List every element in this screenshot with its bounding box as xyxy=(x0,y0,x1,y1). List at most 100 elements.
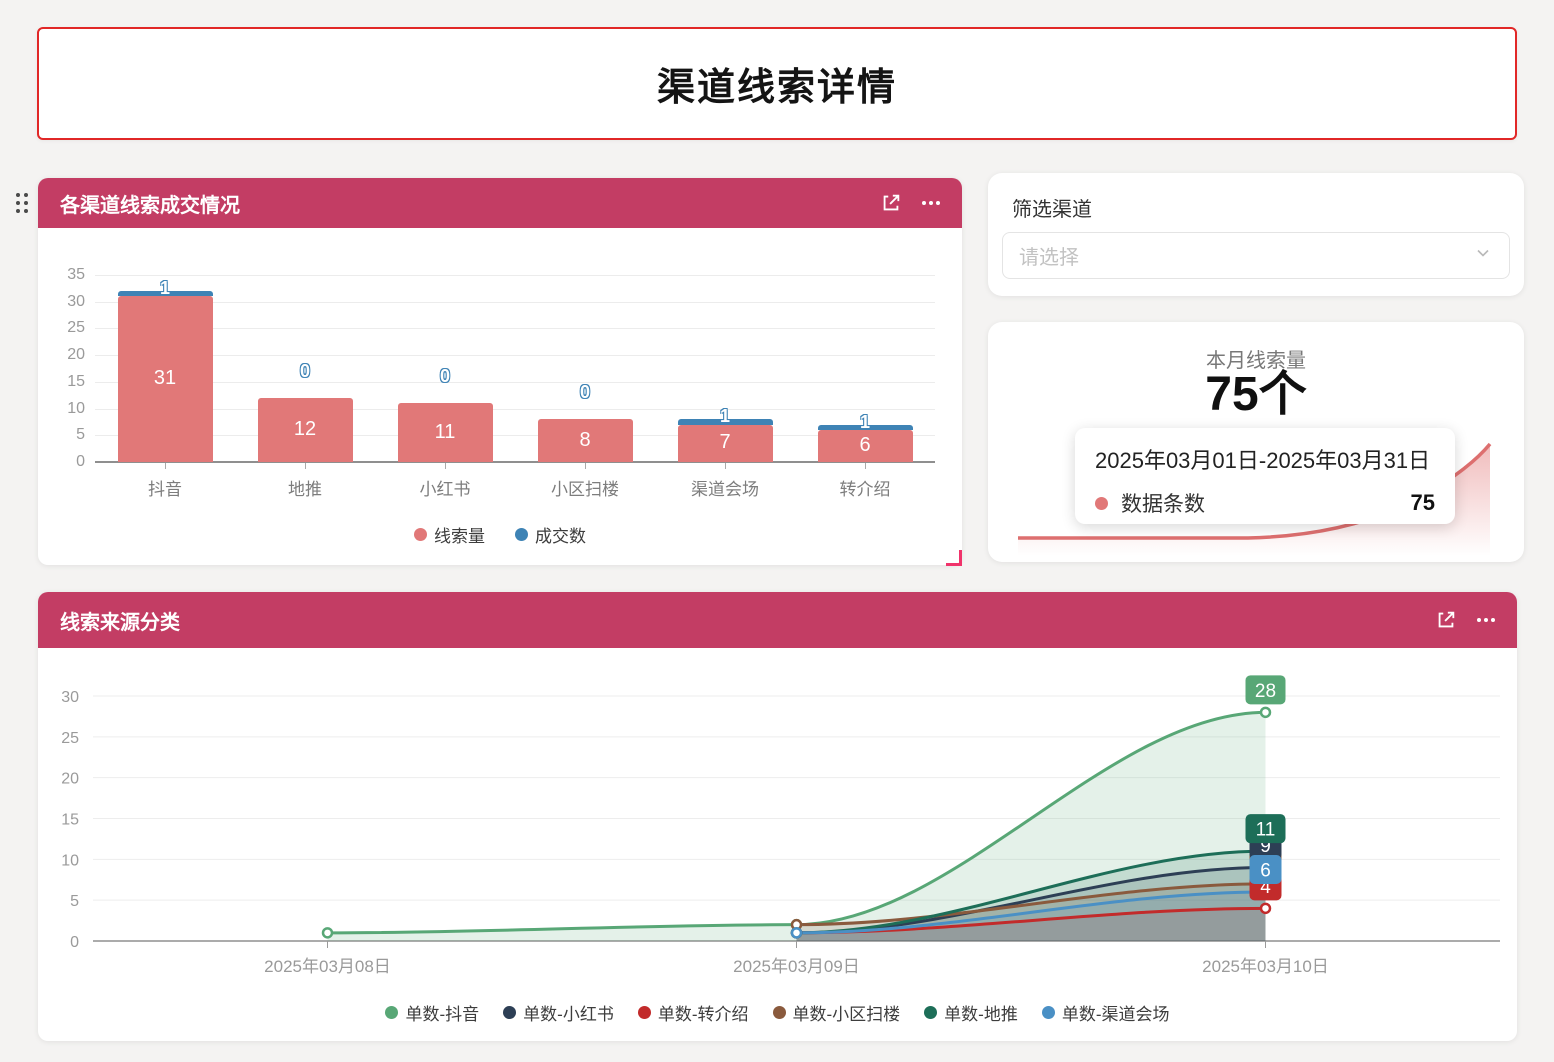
bar-segment-deal xyxy=(817,424,913,430)
sparkline-fill xyxy=(1018,444,1490,556)
resize-corner-icon[interactable] xyxy=(946,550,962,566)
filter-label: 筛选渠道 xyxy=(1012,199,1092,221)
end-value-label: 28 xyxy=(1255,681,1276,702)
end-value-badge-bg xyxy=(1249,855,1282,884)
open-in-new-icon[interactable] xyxy=(1435,609,1457,631)
x-axis-label: 抖音 xyxy=(148,480,182,499)
stat-card: 本月线索量 75个 2025年03月01日-2025年03月31日 数据条数 7… xyxy=(988,322,1524,562)
end-value-badge: 11 xyxy=(1245,814,1286,844)
more-icon[interactable] xyxy=(1477,614,1495,626)
bar-segment-lead xyxy=(677,424,773,462)
channel-filter-select[interactable]: 请选择 xyxy=(1002,232,1510,279)
bar-segment-lead xyxy=(397,403,493,462)
end-value-label: 4 xyxy=(1260,877,1271,898)
series-line xyxy=(796,882,1266,927)
end-value-label: 6 xyxy=(1260,861,1271,882)
bar-card-header: 各渠道线索成交情况 xyxy=(38,178,962,228)
end-value-badge: 28 xyxy=(1245,675,1286,705)
series-line xyxy=(796,849,1266,935)
bar-segment-lead xyxy=(817,429,913,462)
y-axis-label: 20 xyxy=(61,771,79,788)
legend-dot xyxy=(772,1006,786,1019)
gridline xyxy=(95,328,935,330)
line-chart-plot: 0 5 10 15 20 25 30 2025年03月08日 2025年03月09日 2025年0… xyxy=(61,675,1500,976)
legend-label: 成交数 xyxy=(535,527,586,546)
data-point-marker xyxy=(790,927,803,939)
legend-dot xyxy=(924,1006,938,1019)
select-placeholder: 请选择 xyxy=(1019,247,1079,269)
legend-item[interactable]: 单数-抖音 xyxy=(385,1000,479,1025)
line-card-actions xyxy=(1435,609,1495,631)
stat-title: 本月线索量 xyxy=(1206,350,1306,372)
end-value-badge-bg xyxy=(1245,814,1286,844)
legend-label: 单数-小红书 xyxy=(523,1005,614,1024)
bar-deal-label: 1 xyxy=(859,411,870,432)
series-area xyxy=(327,712,1266,941)
bar-segment-deal xyxy=(677,419,773,425)
x-axis-label: 2025年03月09日 xyxy=(733,957,860,976)
page-title-banner: 渠道线索详情 xyxy=(37,27,1517,140)
bar-lead-label: 31 xyxy=(153,367,177,390)
legend-item[interactable]: 线索量 xyxy=(414,522,485,547)
end-value-label: 9 xyxy=(1260,836,1271,857)
x-axis-tick xyxy=(865,463,866,469)
legend-dot xyxy=(1041,1006,1055,1019)
x-axis-label: 小区扫楼 xyxy=(551,480,619,499)
gridline xyxy=(95,435,935,437)
legend-item[interactable]: 单数-小红书 xyxy=(503,1000,614,1025)
bar-lead-label: 6 xyxy=(859,433,871,456)
x-axis-tick xyxy=(305,463,306,469)
bar-segment-lead xyxy=(257,397,353,462)
y-axis-label: 15 xyxy=(61,812,79,829)
stat-tooltip: 2025年03月01日-2025年03月31日 数据条数 75 xyxy=(1075,428,1455,524)
series-line xyxy=(796,890,1266,935)
bar-deal-label: 1 xyxy=(719,406,730,427)
gridline xyxy=(95,275,935,276)
y-axis-label: 5 xyxy=(70,893,79,910)
x-axis-tick xyxy=(725,463,726,469)
legend-item[interactable]: 单数-转介绍 xyxy=(637,1000,749,1025)
x-axis-tick xyxy=(165,463,166,469)
y-axis-label: 30 xyxy=(67,292,85,310)
filter-card: 筛选渠道 请选择 xyxy=(988,173,1524,296)
x-axis-tick xyxy=(585,463,586,469)
bar-deal-label: 0 xyxy=(439,366,450,387)
end-value-badge-bg xyxy=(1245,675,1286,705)
y-axis-label: 25 xyxy=(61,730,79,747)
bar-card-actions xyxy=(880,192,940,214)
legend-item[interactable]: 单数-地推 xyxy=(924,1000,1018,1025)
y-axis-label: 25 xyxy=(67,319,85,337)
gridline xyxy=(95,381,935,383)
x-axis-label: 地推 xyxy=(288,480,322,499)
y-axis-label: 5 xyxy=(76,426,85,444)
bar-card-title: 各渠道线索成交情况 xyxy=(60,194,240,217)
open-in-new-icon[interactable] xyxy=(880,192,902,214)
bar-lead-label: 11 xyxy=(434,420,456,443)
data-point-marker xyxy=(321,927,334,939)
tooltip-date-range: 2025年03月01日-2025年03月31日 xyxy=(1095,448,1431,473)
tooltip-series-dot xyxy=(1095,496,1108,510)
line-card-title: 线索来源分类 xyxy=(60,611,180,634)
bar-chart-legend: 线索量 成交数 xyxy=(38,522,962,547)
legend-item[interactable]: 成交数 xyxy=(515,522,586,547)
y-axis-label: 35 xyxy=(67,266,85,283)
bar-deal-label: 0 xyxy=(299,360,310,381)
drag-handle-icon[interactable] xyxy=(14,191,30,215)
legend-item[interactable]: 单数-小区扫楼 xyxy=(772,1000,900,1025)
bar-chart-card: 各渠道线索成交情况 0 5 10 15 20 25 30 35 31 1 抖音 12 0 地推 11 0 小红书… xyxy=(38,178,962,565)
y-axis-label: 20 xyxy=(67,346,85,364)
legend-item[interactable]: 单数-渠道会场 xyxy=(1041,1000,1170,1025)
legend-label: 单数-转介绍 xyxy=(657,1005,749,1024)
data-point-marker xyxy=(1259,706,1272,719)
line-chart-body: 0 5 10 15 20 25 30 2025年03月08日 2025年03月09日 2025年0… xyxy=(38,648,1517,1041)
bar-chart-plot: 0 5 10 15 20 25 30 35 31 1 抖音 12 0 地推 11 0 小红书 8 0 小区扫楼 7 1 渠道… xyxy=(67,266,935,499)
stat-value: 75个 xyxy=(1205,368,1307,421)
more-icon[interactable] xyxy=(922,197,940,209)
bar-segment-deal xyxy=(117,291,213,297)
series-area xyxy=(796,908,1266,941)
end-value-badge: 6 xyxy=(1249,855,1282,884)
gridline xyxy=(95,301,935,303)
series-area xyxy=(796,851,1266,941)
line-card-header: 线索来源分类 xyxy=(38,592,1517,648)
